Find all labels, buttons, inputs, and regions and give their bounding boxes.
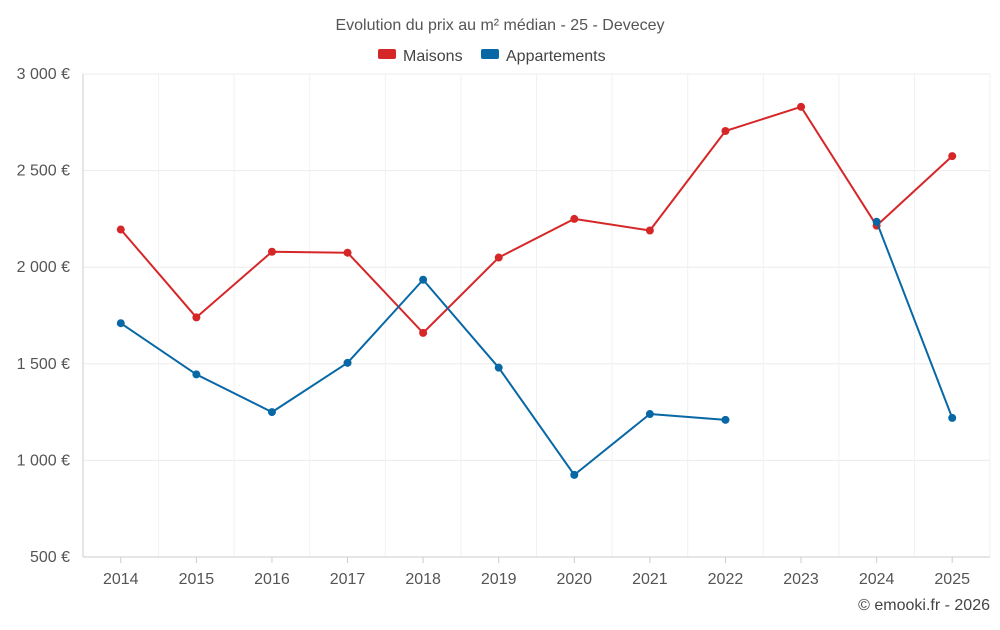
x-tick-label: 2017 [330, 571, 366, 588]
data-point-appartements[interactable] [948, 413, 957, 422]
y-tick-label: 2 000 € [17, 259, 70, 276]
data-point-appartements[interactable] [343, 358, 352, 367]
y-tick-label: 1 500 € [17, 356, 70, 373]
data-point-appartements[interactable] [267, 408, 276, 417]
data-point-maisons[interactable] [721, 126, 730, 135]
data-point-maisons[interactable] [645, 226, 654, 235]
series-line-maisons [119, 105, 954, 334]
legend-swatch-appartements [481, 49, 499, 59]
credit-text: © emooki.fr - 2026 [858, 597, 990, 614]
x-tick-label: 2018 [405, 571, 441, 588]
data-point-appartements[interactable] [494, 363, 503, 372]
legend-swatch-maisons [378, 49, 396, 59]
x-tick-label: 2025 [934, 571, 970, 588]
data-point-maisons[interactable] [116, 225, 125, 234]
data-point-appartements[interactable] [192, 370, 201, 379]
x-tick-label: 2020 [556, 571, 592, 588]
x-tick-label: 2019 [481, 571, 517, 588]
y-tick-label: 500 € [30, 549, 70, 566]
legend-label-maisons: Maisons [403, 48, 463, 65]
legend-item-maisons[interactable]: Maisons [378, 48, 463, 65]
series-line-appartements [875, 220, 954, 419]
data-point-maisons[interactable] [343, 248, 352, 257]
legend: Maisons Appartements [378, 48, 606, 65]
data-point-maisons[interactable] [419, 328, 428, 337]
data-point-appartements[interactable] [645, 410, 654, 419]
x-tick-label: 2021 [632, 571, 668, 588]
series-maisons [116, 102, 957, 337]
axes: 500 € 1 000 € 1 500 € 2 000 € 2 500 € 3 000 €… [17, 66, 990, 588]
data-point-appartements[interactable] [116, 319, 125, 328]
data-point-appartements[interactable] [570, 470, 579, 479]
x-tick-label: 2023 [783, 571, 819, 588]
y-tick-label: 2 500 € [17, 163, 70, 180]
x-tick-label: 2024 [859, 571, 895, 588]
data-point-maisons[interactable] [948, 152, 957, 161]
series-appartements [116, 217, 957, 479]
data-point-appartements[interactable] [872, 217, 881, 226]
data-point-maisons[interactable] [797, 102, 806, 111]
data-point-appartements[interactable] [419, 275, 428, 284]
data-point-maisons[interactable] [570, 214, 579, 223]
x-tick-label: 2016 [254, 571, 290, 588]
x-tick-label: 2022 [708, 571, 744, 588]
data-point-maisons[interactable] [267, 247, 276, 256]
y-tick-label: 3 000 € [17, 66, 70, 83]
grid [82, 73, 991, 558]
series-layer [116, 102, 957, 479]
legend-item-appartements[interactable]: Appartements [481, 48, 606, 65]
y-tick-label: 1 000 € [17, 452, 70, 469]
chart-title: Evolution du prix au m² médian - 25 - De… [335, 17, 664, 34]
x-tick-label: 2015 [179, 571, 215, 588]
data-point-maisons[interactable] [494, 253, 503, 262]
series-line-appartements [119, 278, 727, 476]
data-point-appartements[interactable] [721, 415, 730, 424]
data-point-maisons[interactable] [192, 313, 201, 322]
x-tick-label: 2014 [103, 571, 139, 588]
legend-label-appartements: Appartements [506, 48, 606, 65]
